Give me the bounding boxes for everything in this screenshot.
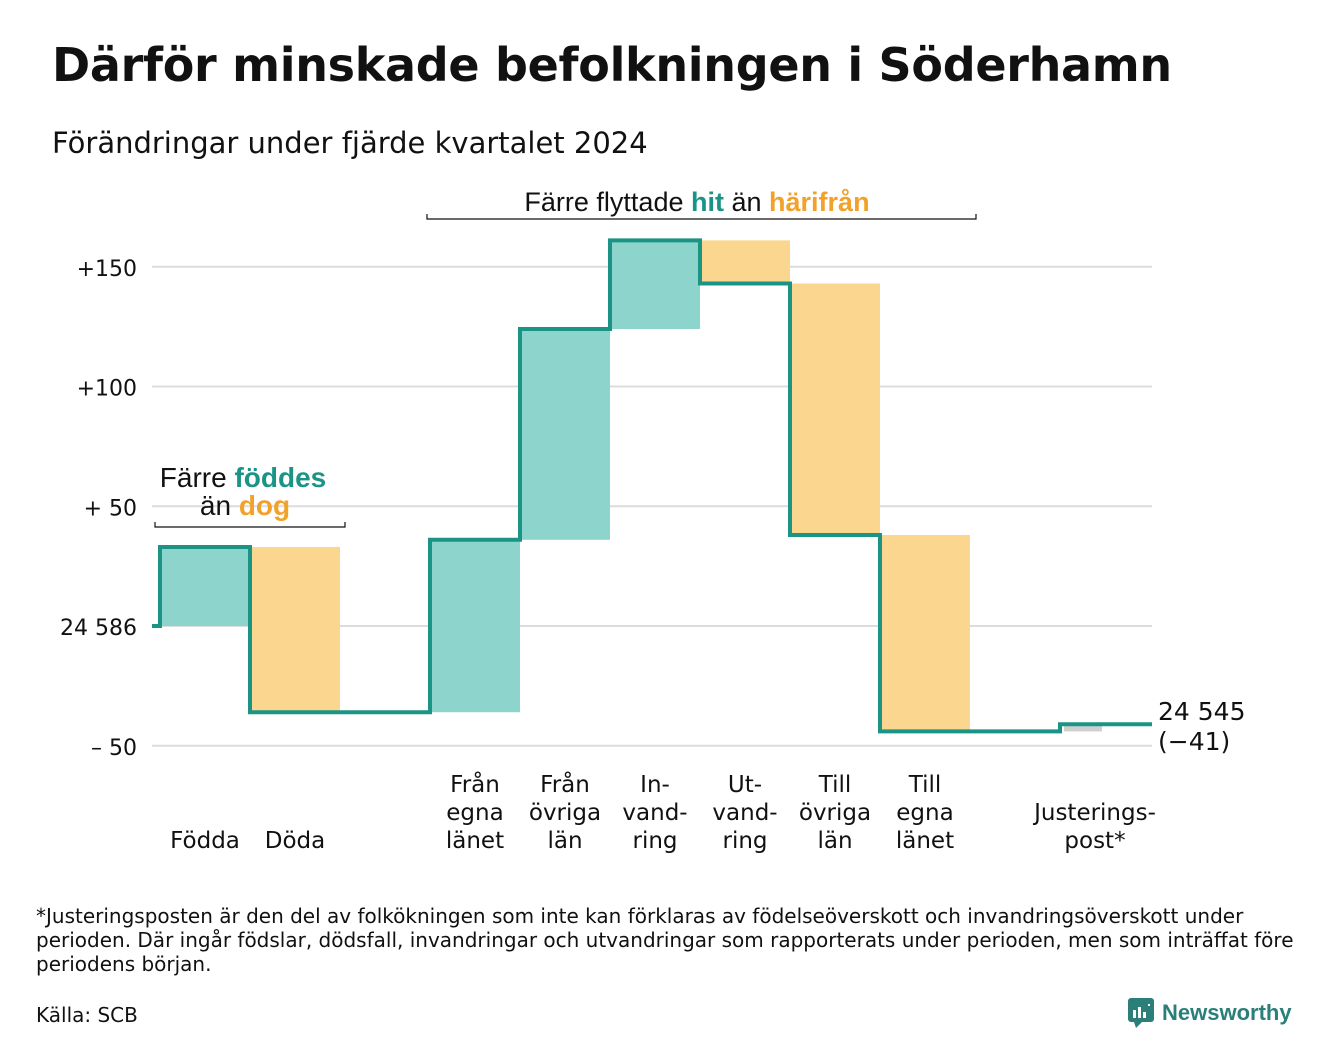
footnote: *Justeringsposten är den del av folkökni… [36, 904, 1294, 976]
newsworthy-logo-icon [1128, 998, 1154, 1028]
annotation-highlight-orange: dog [239, 490, 290, 521]
category-label: Från övriga län [529, 770, 601, 854]
category-label-line: vand- [622, 800, 687, 826]
category-label-line: In- [640, 772, 670, 798]
y-tick-label: – 50 [91, 736, 137, 761]
category-label-line: Döda [265, 828, 325, 854]
category-label-line: post* [1064, 828, 1125, 854]
annotation-text: Färre [160, 462, 235, 493]
annotation-migration: Färre flyttade hit än härifrån [524, 187, 869, 217]
brand-name: Newsworthy [1162, 1000, 1292, 1025]
chart-title: Därför minskade befolkningen i Söderhamn [52, 38, 1172, 92]
annotation-highlight: härifrån [769, 187, 870, 217]
annotation-highlight-teal: föddes [234, 462, 326, 493]
category-label-line: egna [446, 800, 503, 826]
category-label-line: vand- [712, 800, 777, 826]
category-label-line: länet [446, 828, 504, 854]
category-label-line: ring [722, 828, 767, 854]
y-tick-label: +100 [77, 377, 137, 402]
y-tick-label: + 50 [84, 496, 137, 521]
category-label-line: Till [818, 772, 852, 798]
annotation-bracket [426, 214, 977, 220]
y-tick-label: 24 586 [60, 616, 137, 641]
bar-6 [790, 283, 880, 535]
annotation-text: än [724, 187, 769, 217]
category-label: Från egna länet [446, 770, 504, 854]
category-label-line: egna [896, 800, 953, 826]
category-label-line: län [817, 828, 852, 854]
chart-subtitle: Förändringar under fjärde kvartalet 2024 [52, 126, 648, 160]
bar-7 [880, 534, 970, 732]
bar-3 [520, 329, 610, 540]
category-label-line: ring [632, 828, 677, 854]
category-label: Döda [265, 828, 325, 854]
category-label-line: Ut- [728, 772, 762, 798]
annotation-births-deaths: Färre föddes [160, 462, 326, 493]
bar-5 [700, 240, 790, 284]
category-label-line: länet [896, 828, 954, 854]
category-label-line: Till [908, 772, 942, 798]
category-label-line: Från [450, 770, 500, 798]
y-tick-label: +150 [77, 257, 137, 282]
end-change-label: (−41) [1158, 727, 1230, 756]
newsworthy-logo: Newsworthy [1128, 998, 1292, 1028]
annotation-highlight: hit [691, 187, 724, 217]
category-label: In-vand-ring [622, 772, 687, 854]
category-label-line: län [547, 828, 582, 854]
category-label: Till övriga län [799, 772, 871, 854]
category-label: Födda [170, 828, 240, 854]
annotation-bracket [154, 522, 346, 528]
annotation-text: än [200, 490, 239, 521]
annotation-births-deaths-line2: än dog [200, 490, 290, 521]
annotation-text: Färre flyttade [524, 187, 691, 217]
waterfall-line [152, 238, 1152, 734]
category-label-line: Födda [170, 828, 240, 854]
end-value-label: 24 545 [1158, 697, 1245, 726]
category-label: Justerings-post* [1032, 800, 1156, 854]
source-label: Källa: SCB [36, 1003, 138, 1027]
category-label-line: Justerings- [1032, 800, 1156, 826]
category-label: Ut-vand-ring [712, 772, 777, 854]
bar-4 [610, 240, 700, 330]
category-label-line: övriga [529, 800, 601, 826]
category-label-line: Från [540, 770, 590, 798]
bar-8 [1064, 724, 1102, 732]
category-label-line: övriga [799, 800, 871, 826]
bar-0 [160, 546, 250, 626]
bar-1 [250, 546, 340, 713]
bar-2 [430, 539, 520, 713]
category-label: Till egna länet [896, 772, 954, 854]
